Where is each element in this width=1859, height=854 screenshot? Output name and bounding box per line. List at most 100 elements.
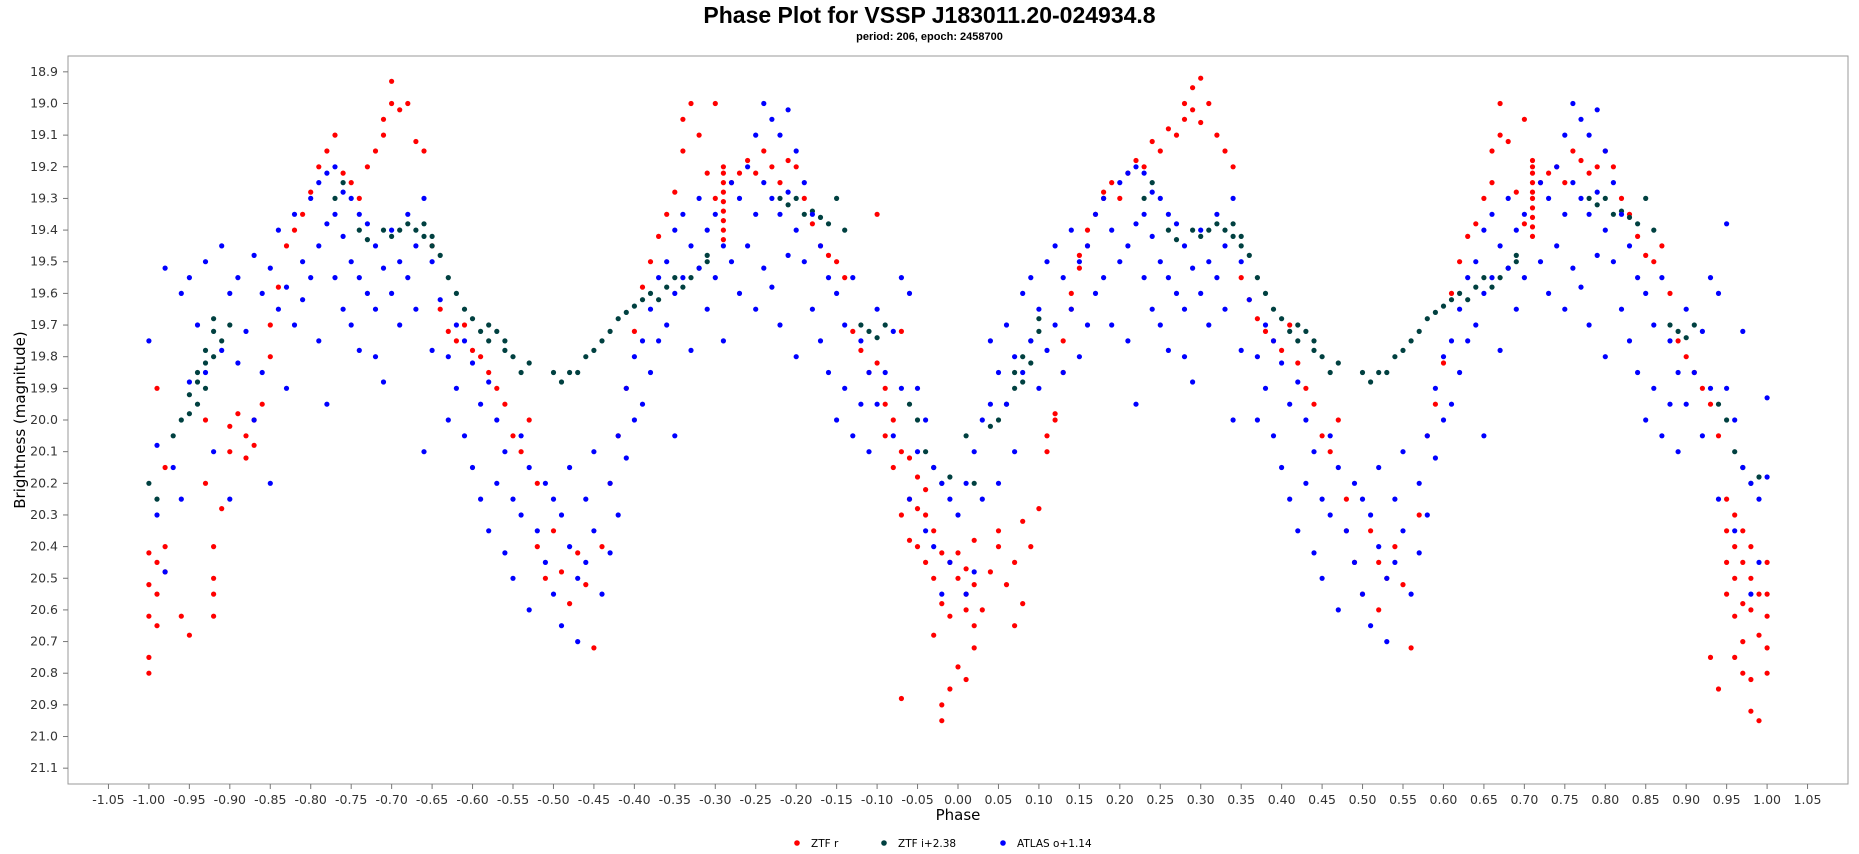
data-point — [202, 385, 209, 391]
x-tick-label: -0.55 — [497, 792, 529, 807]
data-point — [1570, 100, 1576, 107]
data-point — [1149, 138, 1155, 145]
chart-subtitle: period: 206, epoch: 2458700 — [856, 31, 1003, 43]
data-point — [1748, 591, 1754, 597]
data-point — [631, 417, 638, 423]
data-point — [963, 676, 969, 683]
data-point — [227, 496, 233, 502]
data-point — [607, 328, 613, 334]
data-point — [720, 208, 727, 214]
data-point — [1715, 686, 1722, 692]
data-point — [1141, 195, 1147, 201]
data-point — [720, 218, 727, 224]
data-point — [364, 164, 370, 170]
data-point — [380, 227, 387, 233]
data-point — [421, 221, 427, 227]
data-point — [534, 528, 540, 534]
x-tick-label: -0.65 — [416, 792, 448, 807]
data-point — [1740, 528, 1746, 534]
data-point — [1003, 582, 1010, 588]
data-point — [1715, 496, 1722, 502]
data-point — [372, 354, 379, 360]
data-point — [1465, 275, 1471, 281]
data-point — [599, 591, 605, 597]
data-point — [1562, 211, 1568, 217]
data-point — [461, 433, 468, 439]
data-point — [1359, 369, 1366, 376]
data-point — [1149, 189, 1155, 195]
data-point — [1562, 180, 1568, 186]
data-point — [947, 686, 953, 692]
data-point — [389, 227, 395, 233]
data-point — [963, 607, 969, 613]
y-axis: 18.9 19.0 19.1 19.2 19.3 19.4 19.5 19.6 19.7 19.8… — [30, 64, 68, 775]
data-point — [550, 591, 557, 597]
data-point — [1012, 354, 1018, 360]
data-point — [1020, 369, 1026, 376]
data-point — [898, 695, 905, 702]
data-point — [558, 569, 565, 575]
data-point — [405, 275, 411, 281]
data-point — [1343, 528, 1349, 534]
data-point — [987, 569, 994, 575]
data-point — [162, 464, 168, 471]
data-point — [1529, 157, 1536, 164]
data-point — [1165, 227, 1171, 233]
data-point — [1319, 575, 1325, 581]
x-tick-label: -0.90 — [214, 792, 246, 807]
y-tick-label: 19.1 — [30, 127, 58, 142]
data-point — [1109, 322, 1115, 328]
data-point — [745, 157, 751, 164]
data-point — [1748, 480, 1754, 486]
data-point — [186, 411, 192, 417]
data-point — [1505, 265, 1511, 271]
data-point — [227, 322, 233, 328]
data-point — [1368, 528, 1374, 534]
data-point — [1400, 582, 1406, 588]
data-point — [1457, 290, 1463, 296]
data-point — [267, 265, 273, 271]
data-point — [1295, 528, 1301, 534]
data-point — [502, 347, 508, 353]
data-point — [971, 480, 977, 486]
data-point — [332, 195, 338, 201]
data-point — [1376, 559, 1382, 566]
data-point — [1400, 347, 1406, 353]
data-point — [882, 322, 888, 328]
data-point — [1392, 496, 1398, 502]
data-point — [1643, 252, 1649, 258]
data-point — [785, 189, 791, 195]
data-point — [1586, 132, 1592, 138]
data-point — [267, 354, 273, 360]
data-point — [947, 559, 953, 566]
data-point — [526, 417, 532, 423]
data-point — [1602, 227, 1608, 233]
data-point — [1222, 227, 1228, 233]
data-point — [1133, 221, 1139, 227]
data-point — [914, 474, 921, 480]
x-tick-label: -0.10 — [861, 792, 893, 807]
data-point — [259, 290, 265, 296]
data-point — [1238, 259, 1244, 265]
data-point — [453, 322, 459, 328]
data-point — [639, 338, 646, 344]
data-point — [575, 369, 581, 376]
data-point — [1667, 290, 1673, 296]
x-tick-label: 0.00 — [944, 792, 972, 807]
data-point — [769, 195, 775, 201]
data-point — [1740, 328, 1746, 334]
data-point — [1618, 195, 1625, 201]
data-point — [1594, 202, 1600, 208]
data-point — [1190, 265, 1196, 271]
data-point — [1667, 401, 1673, 407]
y-tick-label: 19.9 — [30, 380, 58, 395]
data-point — [987, 338, 994, 344]
data-point — [696, 195, 702, 201]
data-point — [421, 449, 427, 455]
data-point — [607, 550, 613, 556]
data-point — [874, 306, 880, 312]
data-point — [291, 211, 298, 217]
data-point — [1683, 354, 1689, 360]
data-point — [882, 385, 888, 391]
data-point — [1254, 275, 1260, 281]
